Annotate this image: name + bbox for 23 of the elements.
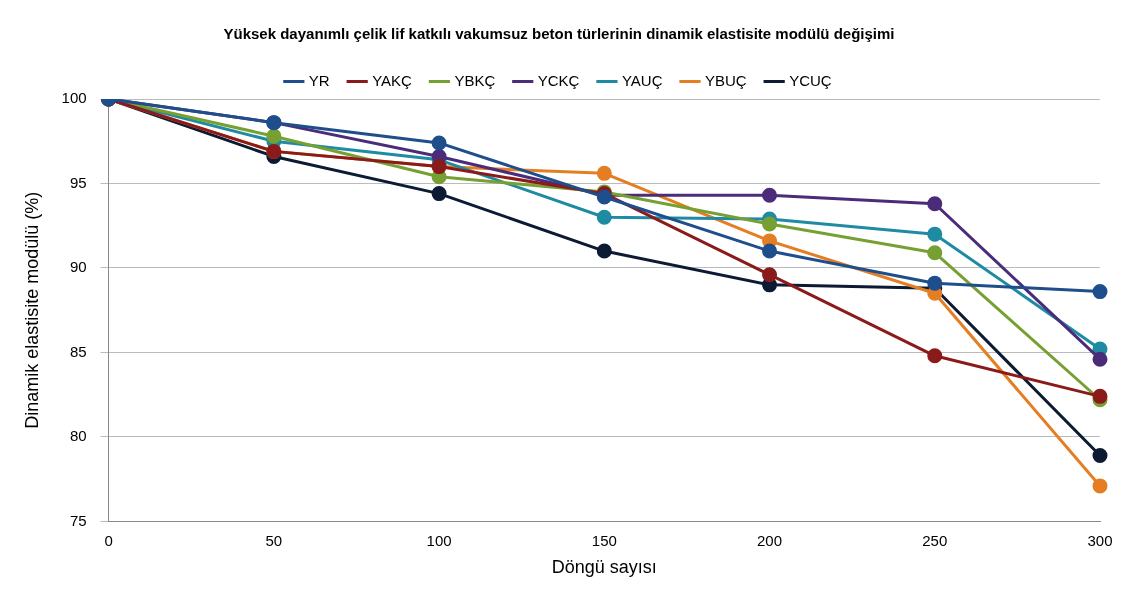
legend-label: YBKÇ <box>454 71 496 89</box>
x-axis-title: Döngü sayısı <box>551 557 657 578</box>
legend-label: YBUÇ <box>704 71 747 89</box>
y-tick-label: 90 <box>69 258 87 276</box>
y-tick-label: 100 <box>61 89 87 107</box>
x-tick-label: 0 <box>104 531 113 549</box>
legend-label: YCKÇ <box>537 71 580 89</box>
x-tick-label: 50 <box>265 531 283 549</box>
y-tick-label: 85 <box>69 342 87 360</box>
legend-label: YAKÇ <box>372 71 413 89</box>
x-tick-label: 100 <box>426 531 452 549</box>
legend-label: YR <box>308 71 330 89</box>
x-tick-label: 150 <box>591 531 617 549</box>
legend-label: YAUÇ <box>621 71 663 89</box>
y-tick-label: 75 <box>69 511 87 529</box>
y-tick-label: 80 <box>69 427 87 445</box>
x-tick-label: 300 <box>1087 531 1113 549</box>
x-tick-label: 200 <box>757 531 783 549</box>
y-tick-label: 95 <box>69 173 87 191</box>
legend-label: YCUÇ <box>789 71 832 89</box>
x-tick-label: 250 <box>922 531 948 549</box>
y-axis-title: Dinamik elastisite modülü (%) <box>21 191 42 429</box>
chart-title: Yüksek dayanımlı çelik lif katkılı vakumsuz beton türlerinin dinamik elastisite modülü değişimi <box>223 25 895 43</box>
